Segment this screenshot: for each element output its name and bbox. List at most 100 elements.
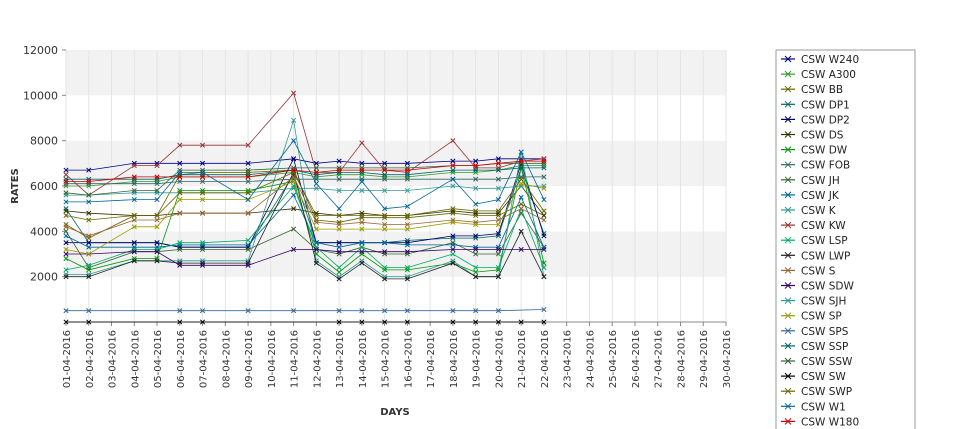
data-point [291,246,297,253]
legend-label: CSW DP2 [801,114,850,126]
data-point [359,260,365,266]
data-point [199,178,206,185]
data-point [404,172,410,178]
data-point [359,187,365,194]
data-point [450,183,456,189]
legend-swatch-marker [784,100,792,108]
data-point [382,276,388,282]
data-point [86,199,92,205]
data-point [131,181,137,187]
data-point [518,181,524,187]
data-point [313,212,319,219]
y-tick-label: 6000 [30,180,58,193]
data-point [291,138,297,144]
x-tick-label: 04-04-2016 [130,330,141,388]
data-point [473,167,479,173]
data-point [541,306,547,313]
y-tick-label: 12000 [23,44,58,57]
x-tick-label: 29-04-2016 [699,330,710,388]
legend-label: CSW LWP [801,250,850,262]
series [63,319,547,325]
x-tick-label: 11-04-2016 [290,330,301,388]
series [63,174,547,239]
data-point [177,240,183,246]
data-point [199,262,206,268]
legend-swatch-marker [784,267,792,274]
legend-item: CSW W180 [781,416,859,428]
legend-label: CSW DP1 [801,99,850,111]
data-point [382,212,388,219]
x-tick-label: 18-04-2016 [449,330,460,388]
x-tick-label: 26-04-2016 [631,330,642,388]
data-point [382,160,388,166]
legend-label: CSW LSP [801,235,848,247]
series [63,138,547,212]
data-point [336,206,342,212]
data-point [313,226,319,232]
data-point [86,262,92,268]
series [63,169,547,223]
data-point [199,210,206,216]
data-point [154,181,160,187]
series [63,169,547,282]
data-point [154,187,160,194]
legend-label: CSW SSW [801,356,853,368]
data-point [177,319,183,325]
data-point [63,240,69,246]
data-point [199,190,206,196]
legend-item: CSW SJH [781,296,846,308]
legend-swatch-marker [784,327,792,335]
data-point [63,190,69,196]
data-point [245,246,251,253]
x-tick-label: 21-04-2016 [517,330,528,388]
x-axis-label: DAYS [380,407,410,418]
legend-label: CSW SJH [801,296,846,308]
y-axis: 2000 4000 6000 8000 10000 12000 [23,44,66,284]
data-point [495,197,501,203]
x-tick-label: 15-04-2016 [381,330,392,388]
data-point [495,221,501,228]
data-point [541,174,547,180]
data-point [541,208,547,214]
data-point [177,197,183,203]
data-point [541,233,547,239]
data-point [199,169,206,175]
legend-item: CSW K [781,205,837,217]
data-point [404,212,410,219]
plot-background [65,50,727,323]
data-point [382,221,388,228]
legend-swatch-marker [784,297,792,304]
legend-label: CSW W1 [801,401,846,413]
data-point [313,165,319,171]
data-point [291,90,297,96]
legend-item: CSW SP [781,311,842,323]
data-point [313,246,319,253]
data-point [336,319,342,325]
y-tick-label: 10000 [23,89,58,102]
data-point [359,212,365,219]
data-point [177,178,183,185]
data-point [404,203,410,209]
legend-swatch-marker [784,85,792,93]
data-point [518,194,524,200]
data-point [450,233,456,239]
data-point [450,176,456,182]
data-point [199,319,206,325]
data-point [86,274,92,280]
data-point [495,265,501,271]
data-point [245,178,251,185]
legend-swatch-marker [784,357,792,365]
data-point [404,176,410,182]
data-point [495,251,501,257]
data-point [86,217,92,223]
series [63,174,547,187]
data-point [518,246,524,253]
legend-swatch-marker [784,418,792,425]
data-point [177,308,183,314]
data-point [63,251,69,257]
legend-item: CSW SWP [781,386,852,398]
data-point [450,251,456,257]
data-point [450,319,456,325]
legend-swatch-marker [784,236,792,244]
data-point [450,206,456,212]
